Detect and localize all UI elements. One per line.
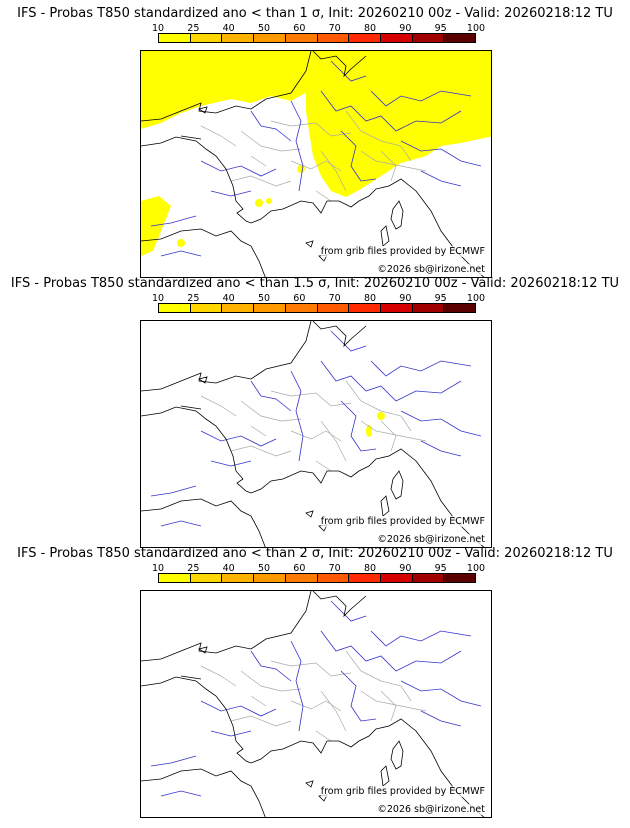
colorbar-swatch <box>317 34 350 42</box>
colorbar-swatch <box>444 34 476 42</box>
colorbar-swatch <box>254 574 286 582</box>
islands <box>198 106 404 262</box>
colorbar-tick-label: 50 <box>257 563 271 574</box>
probability-area <box>141 51 491 256</box>
probability-area <box>366 412 385 437</box>
colorbar <box>158 303 476 313</box>
colorbar-swatch <box>222 574 255 582</box>
rivers <box>150 600 482 797</box>
colorbar-tick-label: 40 <box>222 563 235 574</box>
map-canvas <box>141 321 485 547</box>
map-canvas <box>141 591 485 817</box>
colorbar <box>158 573 476 583</box>
colorbar-swatch <box>380 574 413 582</box>
colorbar-swatch <box>222 34 255 42</box>
colorbar-swatch <box>222 304 255 312</box>
colorbar-swatch <box>349 34 381 42</box>
panel-1sigma: IFS - Probas T850 standardized ano < tha… <box>0 6 630 278</box>
colorbar-swatch <box>444 304 476 312</box>
colorbar-tick-label: 95 <box>434 563 447 574</box>
coastline <box>141 591 485 817</box>
colorbar-swatch <box>285 304 318 312</box>
colorbar-tick-label: 80 <box>363 23 377 34</box>
credit-site: ©2026 sb@irizone.net <box>377 264 485 275</box>
colorbar-swatch <box>254 304 286 312</box>
map-title: IFS - Probas T850 standardized ano < tha… <box>10 276 620 291</box>
islands <box>198 646 404 802</box>
colorbar-tick-label: 50 <box>257 23 271 34</box>
colorbar-labels: 10 25 40 50 60 70 80 90 95 100 <box>150 23 490 35</box>
colorbar-tick-label: 80 <box>363 563 377 574</box>
colorbar-swatch <box>159 34 191 42</box>
colorbar-swatch <box>159 574 191 582</box>
colorbar-tick-label: 60 <box>293 23 306 34</box>
colorbar-tick-label: 25 <box>187 563 200 574</box>
probability-map: from grib files provided by ECMWF ©2026 … <box>140 590 492 818</box>
colorbar-tick-label: 10 <box>151 23 165 34</box>
colorbar-swatch <box>190 34 223 42</box>
regional-borders <box>200 650 427 742</box>
colorbar-tick-label: 100 <box>466 293 486 304</box>
colorbar-tick-label: 40 <box>222 293 235 304</box>
colorbar-tick-label: 10 <box>151 293 165 304</box>
colorbar-swatch <box>444 574 476 582</box>
colorbar-tick-label: 95 <box>434 293 447 304</box>
colorbar-swatch <box>349 304 381 312</box>
colorbar-tick-label: 95 <box>434 23 447 34</box>
colorbar-tick-label: 40 <box>222 23 235 34</box>
colorbar <box>158 33 476 43</box>
colorbar-swatch <box>285 34 318 42</box>
probability-map: from grib files provided by ECMWF ©2026 … <box>140 320 492 548</box>
map-title: IFS - Probas T850 standardized ano < tha… <box>17 6 613 21</box>
regional-borders <box>200 110 427 202</box>
credit-grib: from grib files provided by ECMWF <box>320 516 485 527</box>
colorbar-swatch <box>380 304 413 312</box>
colorbar-swatch <box>190 304 223 312</box>
colorbar-swatch <box>380 34 413 42</box>
coastline <box>141 321 485 547</box>
colorbar-tick-label: 90 <box>399 563 412 574</box>
map-title: IFS - Probas T850 standardized ano < tha… <box>17 546 613 561</box>
credit-grib: from grib files provided by ECMWF <box>320 246 485 257</box>
rivers <box>150 330 482 527</box>
colorbar-swatch <box>285 574 318 582</box>
colorbar-labels: 10 25 40 50 60 70 80 90 95 100 <box>150 293 490 305</box>
colorbar-swatch <box>317 574 350 582</box>
credit-grib: from grib files provided by ECMWF <box>320 786 485 797</box>
colorbar-tick-label: 70 <box>328 23 341 34</box>
colorbar-tick-label: 90 <box>399 293 412 304</box>
colorbar-swatch <box>317 304 350 312</box>
regional-borders <box>200 380 427 472</box>
colorbar-tick-label: 25 <box>187 23 200 34</box>
coastline <box>141 51 485 277</box>
colorbar-tick-label: 50 <box>257 293 271 304</box>
colorbar-swatch <box>254 34 286 42</box>
colorbar-tick-label: 100 <box>466 563 486 574</box>
panel-2sigma: IFS - Probas T850 standardized ano < tha… <box>0 546 630 818</box>
colorbar-swatch <box>412 304 445 312</box>
colorbar-swatch <box>349 574 381 582</box>
panel-1-5sigma: IFS - Probas T850 standardized ano < tha… <box>0 276 630 548</box>
probability-map: from grib files provided by ECMWF ©2026 … <box>140 50 492 278</box>
colorbar-swatch <box>190 574 223 582</box>
credit-site: ©2026 sb@irizone.net <box>377 804 485 815</box>
colorbar-tick-label: 60 <box>293 563 306 574</box>
colorbar-tick-label: 90 <box>399 23 412 34</box>
colorbar-swatch <box>159 304 191 312</box>
colorbar-tick-label: 80 <box>363 293 377 304</box>
colorbar-tick-label: 10 <box>151 563 165 574</box>
colorbar-tick-label: 100 <box>466 23 486 34</box>
credit-site: ©2026 sb@irizone.net <box>377 534 485 545</box>
islands <box>198 376 404 532</box>
colorbar-labels: 10 25 40 50 60 70 80 90 95 100 <box>150 563 490 575</box>
colorbar-tick-label: 60 <box>293 293 306 304</box>
rivers <box>150 60 482 257</box>
map-canvas <box>141 51 491 277</box>
colorbar-tick-label: 70 <box>328 563 341 574</box>
colorbar-swatch <box>412 34 445 42</box>
colorbar-tick-label: 25 <box>187 293 200 304</box>
colorbar-tick-label: 70 <box>328 293 341 304</box>
colorbar-swatch <box>412 574 445 582</box>
